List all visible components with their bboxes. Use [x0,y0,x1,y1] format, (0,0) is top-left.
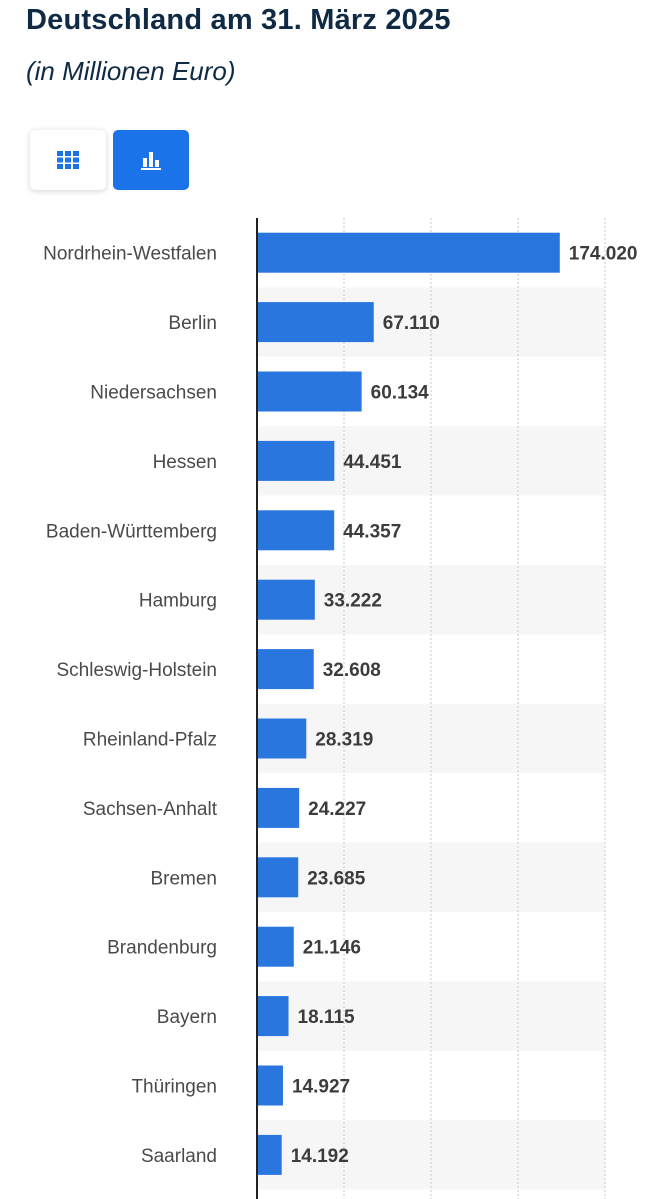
category-label: Saarland [141,1146,217,1167]
page-subtitle: (in Millionen Euro) [26,56,236,86]
bar [257,232,560,273]
category-label: Niedersachsen [90,383,217,404]
category-label: Baden-Württemberg [46,521,217,542]
category-label: Schleswig-Holstein [56,660,217,681]
category-label: Brandenburg [107,938,217,959]
bar [257,440,335,481]
bar [257,718,307,759]
category-label: Bremen [150,868,217,889]
value-label: 33.222 [324,591,382,612]
bar [257,579,315,620]
value-label: 67.110 [383,313,440,334]
value-label: 44.357 [343,521,401,542]
bar [257,926,294,967]
bar [257,510,335,551]
chart-bars [257,232,560,1175]
value-label: 32.608 [323,660,381,681]
value-label: 174.020 [569,244,638,265]
category-label: Bayern [157,1007,217,1028]
category-label: Hamburg [139,591,217,612]
value-label: 24.227 [308,799,366,820]
bar [257,371,362,412]
value-label: 60.134 [371,383,430,404]
value-label: 44.451 [343,452,402,473]
category-label: Nordrhein-Westfalen [43,244,217,265]
bar [257,302,374,343]
grid-icon [57,151,79,169]
value-label: 14.192 [291,1146,349,1167]
chart-view-button[interactable] [113,130,189,190]
category-label: Hessen [153,452,217,473]
page-title: Deutschland am 31. März 2025 [26,4,451,36]
bar [257,1065,283,1106]
bar-chart-icon [141,152,161,170]
category-label: Sachsen-Anhalt [83,799,218,820]
bar [257,996,289,1037]
bar [257,787,300,828]
value-labels: 174.020 67.110 60.134 44.451 44.357 33.222 32.… [291,244,638,1167]
value-label: 18.115 [298,1007,355,1028]
value-label: 28.319 [315,730,373,751]
bar [257,649,314,690]
table-view-button[interactable] [30,130,106,190]
category-label: Thüringen [131,1077,217,1098]
value-label: 23.685 [307,868,366,889]
category-label: Berlin [168,313,217,334]
value-label: 14.927 [292,1077,350,1098]
category-label: Rheinland-Pfalz [83,730,217,751]
category-labels: Nordrhein-Westfalen Berlin Niedersachsen He… [43,244,218,1167]
chart-grid [343,218,606,1199]
bar [257,1134,282,1175]
bar [257,857,299,898]
value-label: 21.146 [303,938,361,959]
